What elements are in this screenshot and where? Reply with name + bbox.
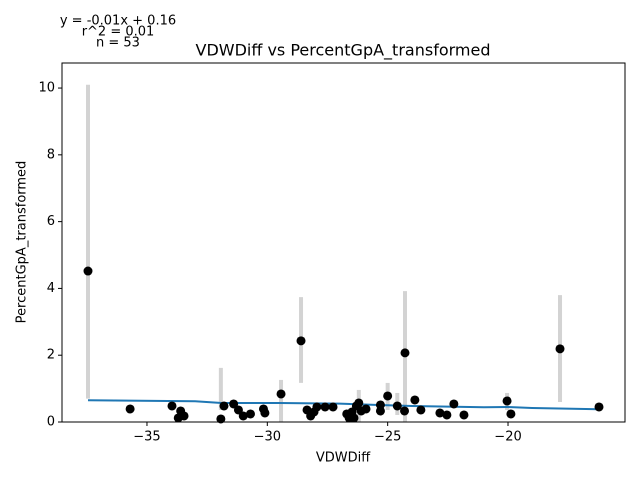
point (245, 409, 255, 419)
annotation: y = -0.01x + 0.16 (60, 14, 176, 29)
x-tick-label: −30 (254, 430, 281, 445)
point (233, 405, 243, 415)
point (375, 400, 385, 410)
point (502, 396, 512, 406)
point (383, 391, 393, 401)
point (555, 344, 565, 354)
y-tick-label: 10 (38, 81, 55, 96)
point (125, 404, 135, 414)
point (506, 409, 516, 419)
point (594, 402, 604, 412)
point (238, 411, 248, 421)
y-tick-label: 2 (47, 348, 55, 363)
point (328, 402, 338, 412)
y-axis-label: PercentGpA_transformed (15, 161, 30, 324)
point (179, 411, 189, 421)
point (416, 405, 426, 415)
point (392, 401, 402, 411)
point (410, 395, 420, 405)
x-tick-label: −35 (133, 430, 160, 445)
chart-title: VDWDiff vs PercentGpA_transformed (196, 41, 491, 61)
annotation: r^2 = 0.01 (82, 25, 155, 40)
point (435, 408, 445, 418)
point (276, 389, 286, 399)
y-tick-label: 4 (47, 281, 55, 296)
point (400, 406, 410, 416)
x-axis-label: VDWDiff (316, 451, 371, 466)
point (216, 414, 226, 424)
y-tick-label: 6 (47, 214, 55, 229)
annotation: n = 53 (96, 36, 140, 51)
point (320, 402, 330, 412)
y-tick-label: 8 (47, 147, 55, 162)
point (349, 413, 359, 423)
point (83, 266, 93, 276)
point (442, 410, 452, 420)
plot-frame (61, 62, 626, 423)
x-tick-label: −20 (494, 430, 521, 445)
point (296, 336, 306, 346)
point (312, 402, 322, 412)
point (449, 399, 459, 409)
fit-line (87, 399, 600, 411)
y-tick-label: 0 (47, 415, 55, 430)
point (219, 401, 229, 411)
x-tick-label: −25 (374, 430, 401, 445)
point (361, 404, 371, 414)
point (459, 410, 469, 420)
point (260, 408, 270, 418)
point (400, 348, 410, 358)
point (229, 399, 239, 409)
point (167, 401, 177, 411)
point (354, 398, 364, 408)
